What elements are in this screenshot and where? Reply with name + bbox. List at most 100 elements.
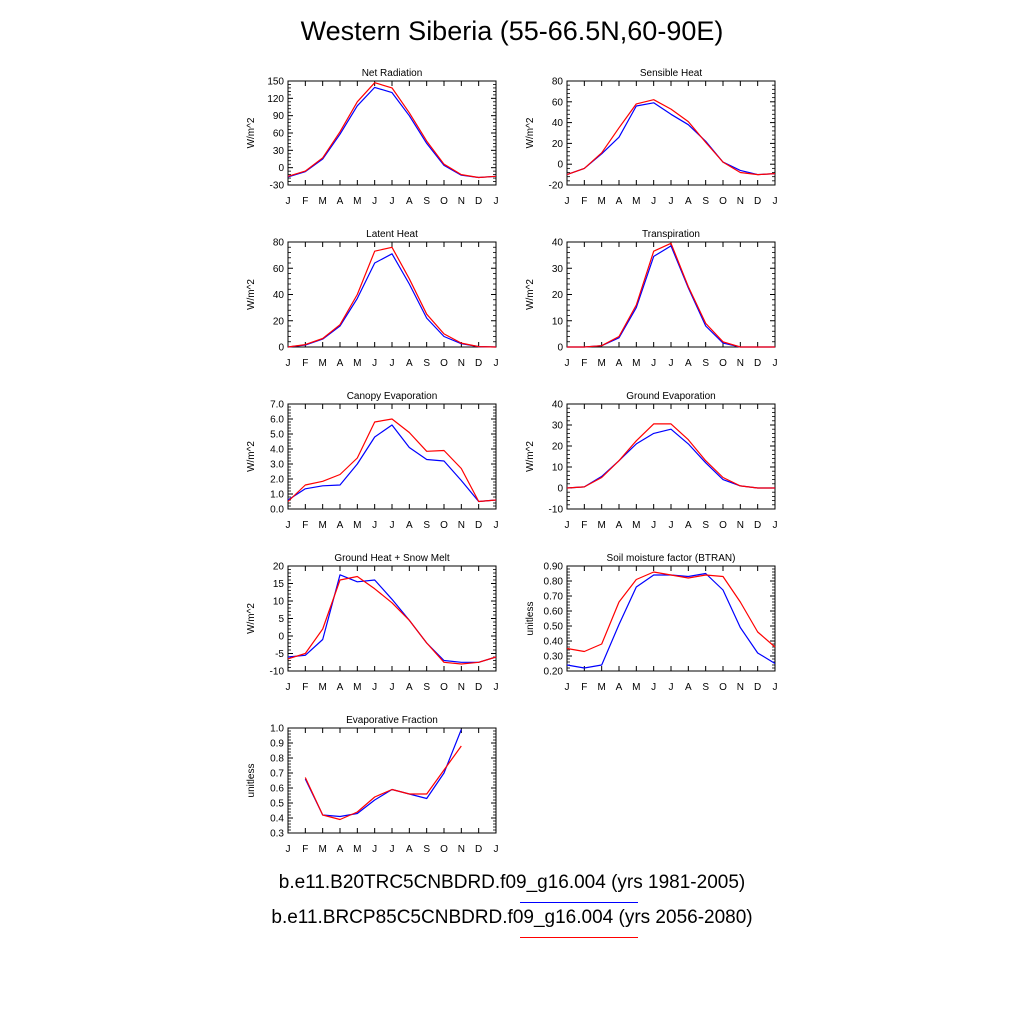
panel-evaporative-fraction: Evaporative Fraction unitless 0.3 0.4 0.5 0.6… — [246, 715, 499, 855]
x-tick-label: M — [632, 358, 640, 369]
x-tick-label: M — [318, 682, 326, 693]
series-line-future — [287, 418, 497, 503]
y-tick-label: 20 — [552, 290, 564, 301]
x-tick-label: N — [737, 520, 744, 531]
x-tick-label: O — [440, 844, 448, 855]
y-axis-label: W/m^2 — [525, 279, 536, 310]
y-tick-label: 0.20 — [544, 667, 564, 678]
x-tick-label: M — [632, 682, 640, 693]
y-tick-label: 0.3 — [270, 829, 284, 840]
x-tick-label: S — [702, 682, 709, 693]
x-tick-label: J — [773, 520, 778, 531]
y-tick-label: 0.40 — [544, 637, 564, 648]
x-tick-label: F — [581, 682, 587, 693]
x-tick-label: M — [353, 196, 361, 207]
panel-canopy-evaporation: Canopy Evaporation W/m^2 0.0 1.0 2.0 3.0 4.0 5.… — [246, 391, 499, 531]
x-tick-label: N — [458, 844, 465, 855]
y-tick-label: -20 — [549, 181, 564, 192]
y-tick-label: 10 — [552, 316, 564, 327]
y-tick-label: 80 — [273, 238, 285, 249]
x-tick-label: J — [773, 682, 778, 693]
x-tick-label: S — [423, 358, 430, 369]
x-tick-label: F — [302, 520, 308, 531]
x-tick-label: N — [737, 682, 744, 693]
y-axis-label: unitless — [525, 602, 536, 636]
x-tick-label: F — [302, 844, 308, 855]
x-tick-label: N — [737, 196, 744, 207]
y-tick-label: -30 — [270, 181, 285, 192]
series-line-future — [304, 745, 462, 821]
x-tick-label: M — [597, 682, 605, 693]
y-tick-label: 40 — [552, 118, 564, 129]
x-tick-label: A — [406, 196, 413, 207]
legend-line-historical — [520, 902, 638, 903]
x-tick-label: D — [475, 520, 482, 531]
x-tick-label: A — [616, 196, 623, 207]
x-tick-label: J — [390, 844, 395, 855]
x-tick-label: D — [754, 520, 761, 531]
x-tick-label: J — [390, 358, 395, 369]
y-tick-label: 0.4 — [270, 814, 284, 825]
y-tick-label: 150 — [267, 77, 284, 88]
y-tick-label: -10 — [549, 505, 564, 516]
y-tick-label: 0.6 — [270, 784, 284, 795]
y-tick-label: 1.0 — [270, 490, 284, 501]
x-tick-label: J — [494, 196, 499, 207]
x-tick-label: M — [632, 520, 640, 531]
x-tick-label: O — [719, 358, 727, 369]
x-tick-label: S — [423, 844, 430, 855]
y-tick-label: 4.0 — [270, 445, 284, 456]
x-tick-label: J — [286, 682, 291, 693]
x-tick-label: O — [719, 520, 727, 531]
panel-title: Sensible Heat — [640, 68, 702, 79]
x-tick-label: M — [353, 682, 361, 693]
x-tick-label: A — [337, 196, 344, 207]
panel-title: Evaporative Fraction — [346, 715, 438, 726]
x-tick-label: A — [685, 682, 692, 693]
x-tick-label: D — [475, 682, 482, 693]
x-tick-label: J — [773, 358, 778, 369]
y-axis-label: W/m^2 — [525, 441, 536, 472]
y-tick-label: 0.0 — [270, 505, 284, 516]
x-tick-label: M — [318, 358, 326, 369]
x-tick-label: J — [286, 358, 291, 369]
y-tick-label: 0.5 — [270, 799, 284, 810]
y-tick-label: 40 — [273, 290, 285, 301]
x-tick-label: D — [754, 196, 761, 207]
x-tick-label: A — [616, 682, 623, 693]
panel-ground-heat-snow-melt: Ground Heat + Snow Melt W/m^2 -10 -5 0 5 10 15 2… — [246, 553, 499, 693]
y-tick-label: 7.0 — [270, 400, 284, 411]
x-tick-label: J — [372, 196, 377, 207]
y-tick-label: 0.80 — [544, 577, 564, 588]
series-line-historical — [566, 572, 776, 669]
x-tick-label: J — [669, 196, 674, 207]
x-tick-label: S — [423, 682, 430, 693]
y-tick-label: 40 — [552, 400, 564, 411]
x-tick-label: F — [581, 196, 587, 207]
y-tick-label: 0.8 — [270, 754, 284, 765]
panel-title: Transpiration — [642, 229, 700, 240]
y-tick-label: 60 — [273, 129, 285, 140]
x-tick-label: J — [286, 520, 291, 531]
x-tick-label: D — [754, 358, 761, 369]
legend-line-future — [520, 937, 638, 938]
x-tick-label: J — [286, 844, 291, 855]
y-axis-label: W/m^2 — [246, 117, 257, 148]
x-tick-label: N — [458, 358, 465, 369]
series-line-historical — [287, 424, 497, 503]
y-tick-label: 0 — [557, 343, 563, 354]
y-tick-label: 10 — [552, 463, 564, 474]
x-tick-label: J — [372, 682, 377, 693]
series-line-historical — [567, 245, 775, 348]
y-axis-label: W/m^2 — [525, 117, 536, 148]
x-tick-label: D — [475, 844, 482, 855]
y-tick-label: 60 — [273, 264, 285, 275]
y-tick-label: 0 — [278, 163, 284, 174]
x-tick-label: M — [318, 520, 326, 531]
series-line-historical — [287, 253, 497, 348]
x-tick-label: J — [651, 196, 656, 207]
y-tick-label: 0.50 — [544, 622, 564, 633]
